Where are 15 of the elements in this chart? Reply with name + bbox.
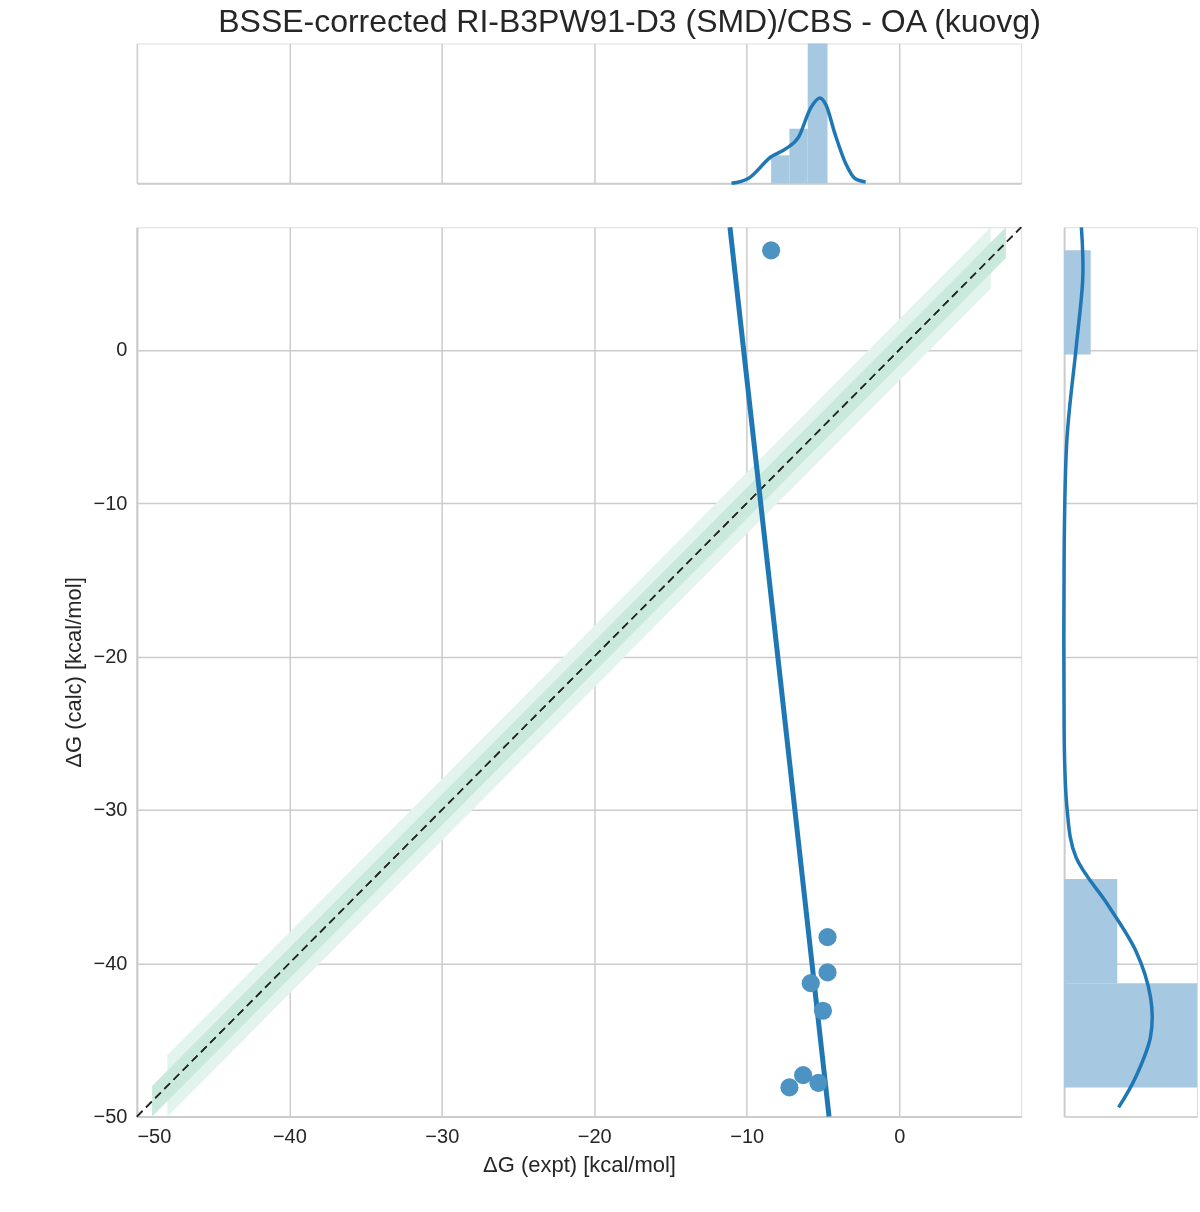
y-tick-label: −20 — [93, 645, 128, 668]
y-tick-label: −10 — [93, 491, 128, 514]
x-axis-title: ΔG (expt) [kcal/mol] — [483, 1152, 676, 1178]
x-tick-label: −40 — [272, 1125, 307, 1148]
y-axis-title: ΔG (calc) [kcal/mol] — [60, 577, 86, 768]
chart-title: BSSE-corrected RI-B3PW91-D3 (SMD)/CBS - OA (kuovg) — [218, 2, 1041, 39]
y-tick-label: −30 — [93, 798, 128, 821]
y-tick-label: −50 — [93, 1105, 128, 1128]
x-tick-label: 0 — [894, 1125, 906, 1148]
y-tick-label: −40 — [93, 951, 128, 974]
x-tick-label: −50 — [137, 1125, 172, 1148]
x-tick-label: −30 — [425, 1125, 460, 1148]
y-tick-label: 0 — [116, 338, 128, 361]
x-tick-label: −20 — [577, 1125, 612, 1148]
x-tick-label: −10 — [730, 1125, 765, 1148]
